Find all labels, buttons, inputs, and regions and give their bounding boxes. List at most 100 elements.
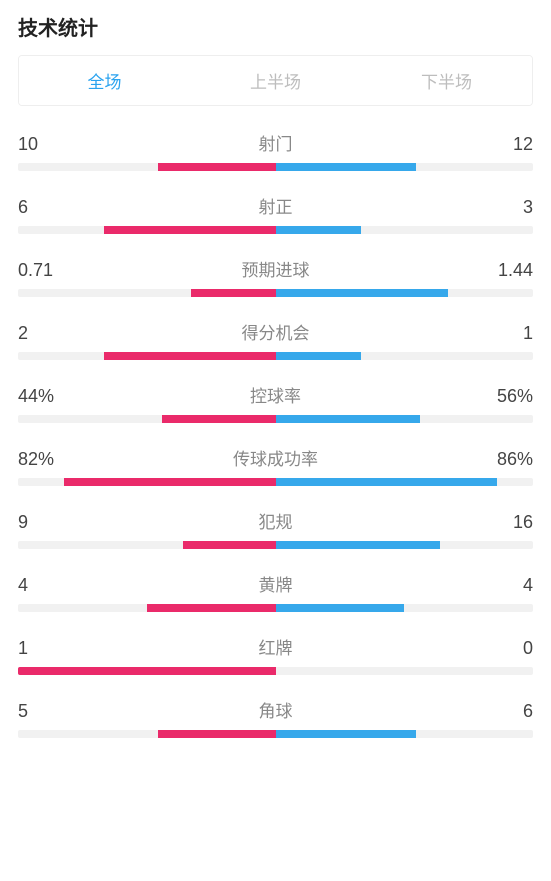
stat-row: 9犯规16 [18,508,533,549]
stat-value-left: 2 [18,323,68,344]
tab-1[interactable]: 上半场 [190,56,361,105]
stat-header: 10射门12 [18,130,533,155]
stat-bar-track [18,478,533,486]
stat-row: 2得分机会1 [18,319,533,360]
stat-value-left: 10 [18,134,68,155]
stat-value-left: 82% [18,449,68,470]
tab-2[interactable]: 下半场 [361,56,532,105]
stat-bar-left-fill [191,289,276,297]
stat-bar-left-half [18,541,276,549]
stat-row: 44%控球率56% [18,382,533,423]
stat-row: 10射门12 [18,130,533,171]
stat-bar-right-half [276,730,534,738]
stat-bar-right-fill [276,478,497,486]
stat-bar-left-half [18,289,276,297]
stat-bar-left-fill [158,163,275,171]
stat-bar-left-half [18,478,276,486]
stat-value-left: 6 [18,197,68,218]
stat-bar-track [18,352,533,360]
stat-value-left: 5 [18,701,68,722]
stat-bar-left-fill [158,730,275,738]
stat-bar-left-half [18,415,276,423]
stat-label: 角球 [68,697,483,722]
stat-bar-track [18,415,533,423]
stat-bar-left-half [18,163,276,171]
stat-row: 0.71预期进球1.44 [18,256,533,297]
stat-bar-track [18,163,533,171]
page-title: 技术统计 [18,12,533,41]
stat-row: 6射正3 [18,193,533,234]
stat-header: 44%控球率56% [18,382,533,407]
stat-label: 射门 [68,130,483,155]
stat-label: 黄牌 [68,571,483,596]
stat-bar-left-fill [104,352,276,360]
stat-bar-left-fill [147,604,276,612]
stat-bar-right-half [276,604,534,612]
stat-bar-right-half [276,352,534,360]
stat-label: 预期进球 [68,256,483,281]
stat-bar-left-fill [104,226,276,234]
stat-bar-left-half [18,667,276,675]
stat-bar-left-half [18,604,276,612]
stat-value-right: 1 [483,323,533,344]
stat-row: 4黄牌4 [18,571,533,612]
stat-bar-right-fill [276,289,449,297]
stat-bar-right-half [276,289,534,297]
stat-bar-right-half [276,226,534,234]
stat-bar-right-half [276,415,534,423]
stat-value-left: 9 [18,512,68,533]
stat-bar-left-half [18,352,276,360]
stat-label: 控球率 [68,382,483,407]
stat-label: 红牌 [68,634,483,659]
stat-bar-left-half [18,730,276,738]
stat-value-left: 44% [18,386,68,407]
stat-value-left: 1 [18,638,68,659]
stat-bar-right-fill [276,730,416,738]
stat-header: 0.71预期进球1.44 [18,256,533,281]
stat-header: 82%传球成功率86% [18,445,533,470]
stat-label: 得分机会 [68,319,483,344]
stat-bar-right-fill [276,226,362,234]
stat-bar-right-fill [276,541,441,549]
stat-bar-track [18,667,533,675]
stat-bar-track [18,541,533,549]
stat-value-right: 86% [483,449,533,470]
stat-bar-left-half [18,226,276,234]
stat-value-left: 4 [18,575,68,596]
stat-header: 5角球6 [18,697,533,722]
stat-label: 传球成功率 [68,445,483,470]
stat-header: 9犯规16 [18,508,533,533]
stat-bar-left-fill [162,415,275,423]
stat-bar-track [18,604,533,612]
stat-header: 6射正3 [18,193,533,218]
stat-row: 82%传球成功率86% [18,445,533,486]
stat-header: 2得分机会1 [18,319,533,344]
stat-row: 1红牌0 [18,634,533,675]
stat-bar-left-fill [18,667,276,675]
stat-bar-right-fill [276,604,405,612]
stat-bar-track [18,730,533,738]
stats-list: 10射门126射正30.71预期进球1.442得分机会144%控球率56%82%… [18,130,533,738]
stat-bar-left-fill [64,478,275,486]
period-tabs: 全场上半场下半场 [18,55,533,106]
stat-bar-track [18,289,533,297]
stat-bar-right-fill [276,163,416,171]
stat-value-right: 4 [483,575,533,596]
stat-value-right: 1.44 [483,260,533,281]
stat-label: 射正 [68,193,483,218]
stat-bar-right-half [276,667,534,675]
stat-value-right: 12 [483,134,533,155]
stat-bar-right-half [276,163,534,171]
stat-value-right: 56% [483,386,533,407]
stat-label: 犯规 [68,508,483,533]
stat-value-left: 0.71 [18,260,68,281]
tab-0[interactable]: 全场 [19,56,190,105]
stat-row: 5角球6 [18,697,533,738]
stat-bar-right-fill [276,352,362,360]
stat-bar-right-half [276,541,534,549]
stat-value-right: 16 [483,512,533,533]
stat-value-right: 0 [483,638,533,659]
stat-header: 4黄牌4 [18,571,533,596]
stat-value-right: 3 [483,197,533,218]
stat-bar-left-fill [183,541,276,549]
